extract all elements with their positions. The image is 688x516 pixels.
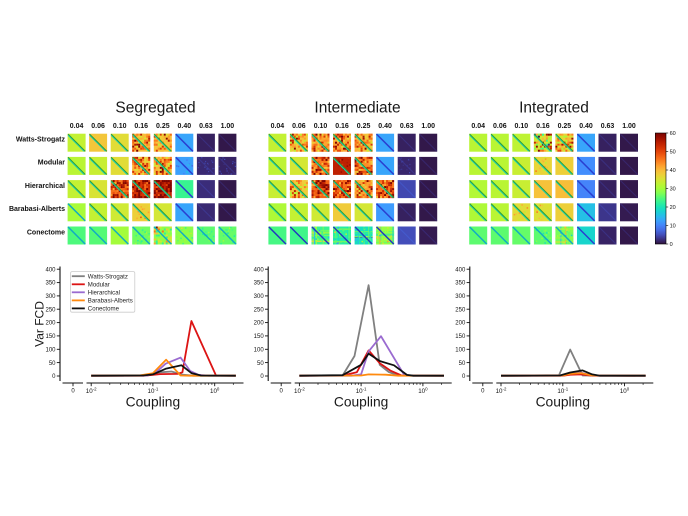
svg-text:200: 200 <box>455 321 466 327</box>
svg-text:40: 40 <box>670 168 676 174</box>
svg-text:0.63: 0.63 <box>400 123 414 130</box>
svg-text:0.16: 0.16 <box>134 123 148 130</box>
svg-text:300: 300 <box>455 294 466 300</box>
svg-text:100: 100 <box>45 347 56 353</box>
svg-text:Coupling: Coupling <box>536 395 590 410</box>
svg-text:Hierarchical: Hierarchical <box>25 183 65 190</box>
svg-text:0.16: 0.16 <box>335 123 349 130</box>
svg-text:200: 200 <box>254 321 265 327</box>
svg-text:50: 50 <box>459 361 466 367</box>
svg-text:0.63: 0.63 <box>601 123 615 130</box>
svg-text:60: 60 <box>670 131 676 137</box>
svg-text:Segregated: Segregated <box>115 100 195 117</box>
svg-text:0.25: 0.25 <box>357 123 371 130</box>
svg-text:400: 400 <box>455 267 466 273</box>
svg-text:Barabasi-Alberts: Barabasi-Alberts <box>88 298 133 305</box>
svg-text:Conectome: Conectome <box>27 229 65 236</box>
svg-text:150: 150 <box>455 334 466 340</box>
svg-text:100: 100 <box>418 387 428 395</box>
svg-text:250: 250 <box>45 307 56 313</box>
svg-text:400: 400 <box>254 267 265 273</box>
svg-text:100: 100 <box>210 387 220 395</box>
svg-text:0.10: 0.10 <box>514 123 528 130</box>
svg-text:150: 150 <box>45 334 56 340</box>
svg-text:0.40: 0.40 <box>579 123 593 130</box>
svg-text:250: 250 <box>455 307 466 313</box>
svg-text:10-2: 10-2 <box>86 387 97 395</box>
svg-text:300: 300 <box>45 294 56 300</box>
svg-text:Barabasi-Alberts: Barabasi-Alberts <box>9 206 65 213</box>
svg-text:0.25: 0.25 <box>156 123 170 130</box>
svg-text:0: 0 <box>280 389 284 395</box>
svg-text:1.00: 1.00 <box>221 123 235 130</box>
svg-text:20: 20 <box>670 205 676 211</box>
svg-text:30: 30 <box>670 187 676 193</box>
svg-text:Coupling: Coupling <box>126 395 180 410</box>
svg-text:10-1: 10-1 <box>557 387 568 395</box>
svg-text:Var FCD: Var FCD <box>33 301 47 347</box>
svg-text:0.06: 0.06 <box>292 123 306 130</box>
svg-text:0.10: 0.10 <box>314 123 328 130</box>
svg-text:10-1: 10-1 <box>356 387 367 395</box>
svg-text:0: 0 <box>260 374 264 380</box>
svg-text:300: 300 <box>254 294 265 300</box>
svg-text:1.00: 1.00 <box>421 123 435 130</box>
svg-text:10-1: 10-1 <box>148 387 159 395</box>
svg-text:350: 350 <box>254 281 265 287</box>
svg-text:250: 250 <box>254 307 265 313</box>
svg-text:Modular: Modular <box>88 281 110 288</box>
svg-text:Coupling: Coupling <box>334 395 388 410</box>
svg-text:10: 10 <box>670 224 676 230</box>
svg-text:50: 50 <box>49 361 56 367</box>
svg-text:200: 200 <box>45 321 56 327</box>
svg-text:50: 50 <box>257 361 264 367</box>
svg-text:0.06: 0.06 <box>91 123 105 130</box>
svg-text:Watts-Strogatz: Watts-Strogatz <box>16 137 66 144</box>
svg-text:400: 400 <box>45 267 56 273</box>
svg-text:0: 0 <box>71 389 75 395</box>
svg-text:Conectome: Conectome <box>88 306 120 313</box>
svg-text:0.25: 0.25 <box>558 123 572 130</box>
svg-text:100: 100 <box>254 347 265 353</box>
svg-text:Watts-Strogatz: Watts-Strogatz <box>88 273 128 280</box>
svg-text:0.10: 0.10 <box>113 123 127 130</box>
svg-text:0: 0 <box>52 374 56 380</box>
svg-text:1.00: 1.00 <box>622 123 636 130</box>
svg-text:100: 100 <box>455 347 466 353</box>
svg-text:350: 350 <box>455 281 466 287</box>
svg-text:0.63: 0.63 <box>199 123 213 130</box>
svg-text:Modular: Modular <box>38 160 65 167</box>
svg-text:0.06: 0.06 <box>493 123 507 130</box>
svg-text:0.04: 0.04 <box>70 123 84 130</box>
svg-text:0: 0 <box>462 374 466 380</box>
svg-text:0.40: 0.40 <box>177 123 191 130</box>
svg-text:0: 0 <box>670 242 673 248</box>
svg-text:Hierarchical: Hierarchical <box>88 289 120 296</box>
svg-text:10-2: 10-2 <box>294 387 305 395</box>
svg-text:0.04: 0.04 <box>471 123 485 130</box>
svg-text:Intermediate: Intermediate <box>314 100 400 117</box>
svg-text:0.40: 0.40 <box>378 123 392 130</box>
svg-text:10-2: 10-2 <box>496 387 507 395</box>
svg-text:Integrated: Integrated <box>519 100 589 117</box>
svg-text:0.04: 0.04 <box>271 123 285 130</box>
svg-text:150: 150 <box>254 334 265 340</box>
svg-text:0: 0 <box>481 389 485 395</box>
svg-text:50: 50 <box>670 150 676 156</box>
svg-text:100: 100 <box>620 387 630 395</box>
svg-text:0.16: 0.16 <box>536 123 550 130</box>
svg-text:350: 350 <box>45 281 56 287</box>
